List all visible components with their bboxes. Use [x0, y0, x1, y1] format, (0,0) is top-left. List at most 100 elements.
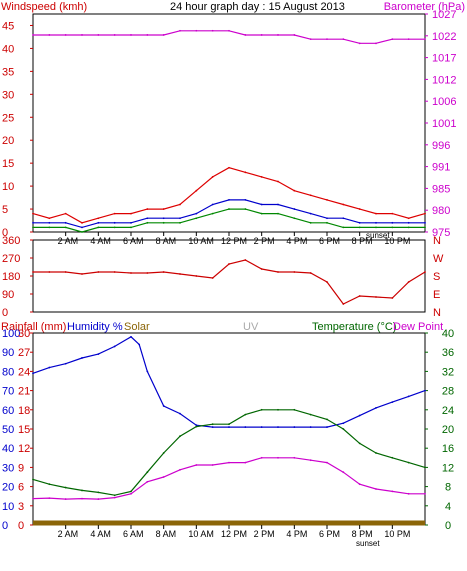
- data-point: [293, 189, 296, 192]
- data-point: [391, 297, 394, 299]
- rain-tick-label: 12: [18, 443, 30, 455]
- data-point: [391, 490, 394, 493]
- data-point: [113, 271, 116, 273]
- temp-tick-label: 20: [442, 424, 454, 436]
- data-point: [97, 498, 100, 500]
- data-point: [424, 389, 426, 392]
- data-point: [309, 194, 312, 197]
- data-point: [48, 221, 51, 224]
- data-point: [64, 498, 67, 500]
- compass-label: E: [433, 289, 440, 301]
- data-point: [277, 408, 279, 411]
- data-point: [293, 208, 296, 210]
- data-point: [81, 226, 83, 229]
- data-point: [64, 362, 67, 365]
- data-point: [326, 281, 328, 283]
- humidity-tick-label: 80: [2, 366, 14, 378]
- temp-tick-label: 32: [442, 366, 454, 378]
- data-point: [228, 29, 230, 32]
- humidity-tick-label: 70: [2, 386, 14, 398]
- data-point: [228, 426, 230, 428]
- data-point: [309, 221, 312, 224]
- data-point: [375, 406, 377, 409]
- data-point: [81, 231, 83, 233]
- data-point: [375, 226, 377, 229]
- data-point: [342, 226, 345, 229]
- data-point: [113, 212, 116, 215]
- temp-tick-label: 0: [445, 520, 451, 532]
- baro-tick-label: 975: [432, 227, 450, 239]
- data-point: [358, 483, 361, 486]
- data-point: [375, 42, 377, 45]
- humidity-tick-label: 40: [2, 443, 14, 455]
- temp-series: [32, 335, 426, 526]
- rain-tick-label: 0: [18, 520, 24, 532]
- data-point: [244, 413, 247, 416]
- data-point: [407, 281, 410, 283]
- data-point: [424, 466, 426, 469]
- wind-tick-label: 0: [2, 227, 8, 239]
- data-point: [146, 34, 149, 36]
- data-point: [326, 461, 328, 464]
- data-point: [260, 203, 263, 206]
- data-point: [195, 29, 198, 32]
- data-point: [407, 395, 410, 398]
- data-point: [309, 413, 312, 416]
- data-point: [391, 38, 394, 41]
- rain-ticks: 0 3 6 9 12 15 18 21 24 27 30: [18, 328, 33, 532]
- data-point: [162, 221, 165, 224]
- x-tick-label: 12 PM: [221, 236, 247, 246]
- data-point: [244, 34, 247, 36]
- data-point: [146, 272, 149, 274]
- data-point: [309, 426, 312, 428]
- data-point: [32, 372, 34, 375]
- wind-tick-label: 35: [2, 66, 14, 78]
- data-point: [113, 226, 116, 229]
- direction-tick-label: 0: [2, 307, 8, 319]
- data-point: [130, 492, 132, 495]
- x-tick-label: 10 PM: [384, 529, 410, 539]
- data-point: [358, 442, 361, 445]
- baro-tick-label: 1027: [432, 9, 456, 21]
- data-point: [146, 221, 149, 224]
- compass-label: N: [433, 235, 441, 247]
- data-point: [195, 464, 198, 466]
- wind-ticks: 0 5 10 15 20 25 30 35 40 45: [2, 20, 33, 239]
- direction-tick-label: 180: [2, 271, 20, 283]
- data-point: [32, 212, 34, 215]
- data-point: [130, 221, 132, 224]
- data-point: [342, 422, 345, 425]
- data-point: [424, 38, 426, 41]
- data-point: [277, 203, 279, 206]
- data-point: [179, 435, 181, 438]
- data-point: [260, 426, 263, 428]
- barometer-ticks: 975 980 985 991 996 1001 1006 1012 1017 1022 1027: [425, 9, 456, 239]
- data-point: [424, 221, 426, 224]
- data-point: [162, 452, 165, 454]
- wind-tick-label: 10: [2, 181, 14, 193]
- x-tick-label: 8 AM: [156, 236, 177, 246]
- data-point: [358, 226, 361, 229]
- x-tick-label: 2 PM: [254, 236, 275, 246]
- data-point: [358, 295, 361, 297]
- data-point: [81, 34, 83, 36]
- data-point: [228, 423, 230, 426]
- data-point: [64, 226, 67, 229]
- rain-tick-label: 27: [18, 347, 30, 359]
- humidity-tick-label: 0: [2, 520, 8, 532]
- data-point: [228, 166, 230, 169]
- data-point: [162, 476, 165, 478]
- data-point: [407, 226, 410, 229]
- series-line-humidity: [32, 336, 426, 428]
- data-point: [48, 366, 51, 369]
- data-point: [375, 212, 377, 215]
- humidity-tick-label: 60: [2, 405, 14, 417]
- data-point: [195, 425, 198, 428]
- temp-tick-label: 16: [442, 443, 454, 455]
- data-point: [277, 426, 279, 428]
- x-tick-label: 8 PM: [352, 236, 373, 246]
- data-point: [162, 405, 165, 407]
- data-point: [375, 296, 377, 298]
